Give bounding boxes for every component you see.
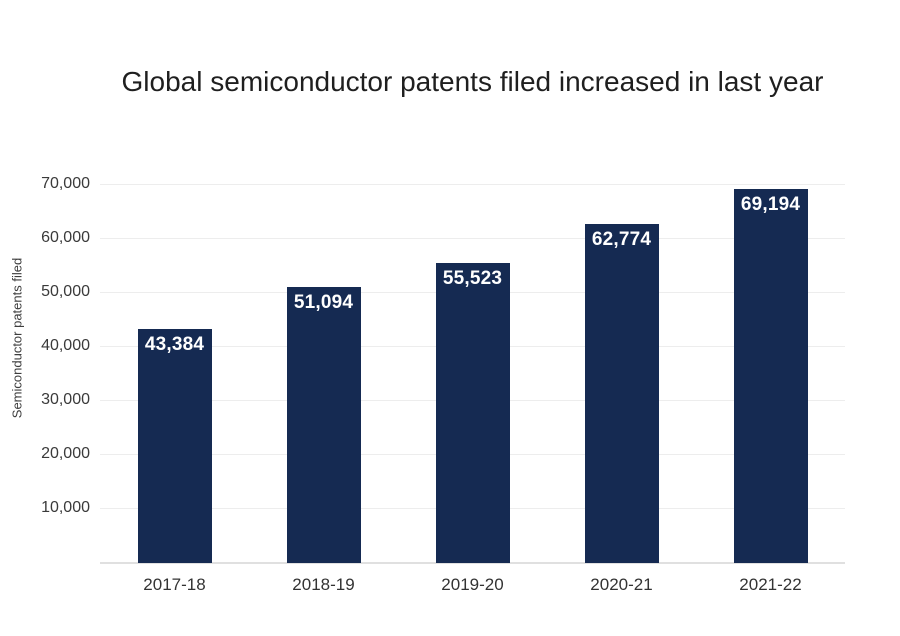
x-axis-line: [100, 562, 845, 564]
y-tick-label: 30,000: [41, 391, 90, 408]
gridline: 60,000: [41, 229, 845, 246]
y-tick-label: 40,000: [41, 337, 90, 354]
bars-layer: 43,384 2017-18 51,094 2018-19 55,523 2019-20 6…: [100, 185, 845, 594]
bar-slot: 62,774 2020-21: [547, 185, 696, 594]
bar-2018-19: 51,094: [286, 287, 361, 563]
bar-slot: 43,384 2017-18: [100, 185, 249, 594]
y-tick-label: 60,000: [41, 229, 90, 246]
chart-title: Global semiconductor patents filed incre…: [121, 66, 824, 97]
y-tick-label: 70,000: [41, 175, 90, 192]
x-tick-label: 2021-22: [739, 575, 802, 594]
y-tick-label: 20,000: [41, 445, 90, 462]
bar-slot: 69,194 2021-22: [696, 185, 845, 594]
bar-2021-22: 69,194: [733, 189, 808, 563]
bar-value-label: 55,523: [442, 268, 503, 290]
bar-2020-21: 62,774: [584, 224, 659, 563]
bar-slot: 55,523 2019-20: [398, 185, 547, 594]
y-tick-label: 10,000: [41, 499, 90, 516]
bar-value-label: 43,384: [144, 333, 205, 355]
bar-value-label: 62,774: [591, 229, 652, 251]
x-tick-label: 2017-18: [143, 575, 206, 594]
x-tick-label: 2019-20: [441, 575, 504, 594]
bar-value-label: 51,094: [293, 292, 354, 314]
bar-2017-18: 43,384: [137, 328, 212, 563]
y-tick-label: 50,000: [41, 283, 90, 300]
x-tick-label: 2018-19: [292, 575, 355, 594]
bar-value-label: 69,194: [740, 194, 801, 216]
gridline: 70,000: [41, 175, 845, 192]
bar-slot: 51,094 2018-19: [249, 185, 398, 594]
x-tick-label: 2020-21: [590, 575, 653, 594]
bar-2019-20: 55,523: [435, 263, 510, 563]
plot-area: 10,000 20,000 30,000 40,000 50,000 60,000 70,0…: [41, 175, 845, 594]
